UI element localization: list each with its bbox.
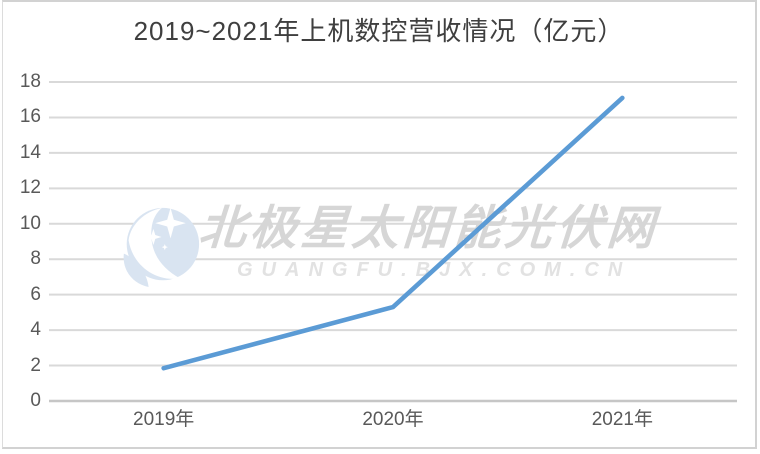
chart-title: 2019~2021年上机数控营收情况（亿元） [133, 16, 625, 46]
y-tick-label: 4 [30, 319, 41, 341]
y-tick-label: 16 [19, 106, 41, 128]
x-axis-label: 2020年 [362, 409, 424, 430]
y-tick-label: 8 [30, 248, 41, 270]
y-tick-label: 2 [30, 354, 41, 376]
x-axis-label: 2019年 [133, 409, 195, 430]
y-tick-label: 6 [30, 283, 41, 305]
y-tick-label: 10 [19, 212, 41, 234]
data-line-layer [161, 95, 625, 371]
y-tick-label: 12 [19, 177, 41, 199]
y-tick-label: 18 [19, 71, 41, 92]
plot-grid-layer [49, 81, 737, 403]
y-tick-label: 14 [19, 141, 41, 163]
y-tick-label: 0 [30, 390, 41, 411]
x-axis-label: 2021年 [591, 409, 653, 430]
revenue-line-series [161, 95, 625, 371]
